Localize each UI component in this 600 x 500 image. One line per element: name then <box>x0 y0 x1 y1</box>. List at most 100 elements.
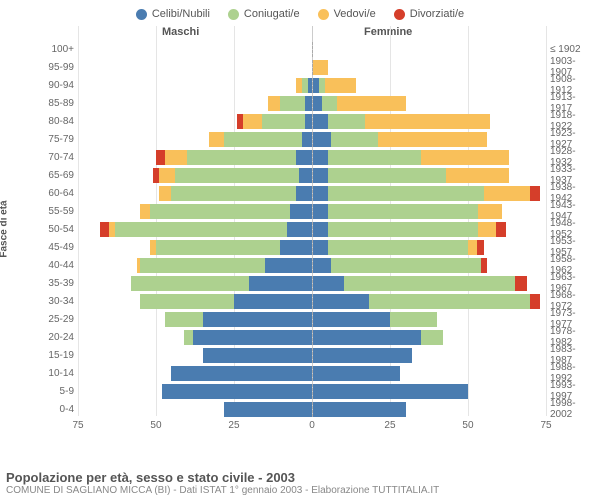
age-row: 25-291973-1977 <box>32 310 592 328</box>
seg-v <box>268 96 280 111</box>
seg-co <box>369 294 531 309</box>
seg-co <box>224 132 302 147</box>
age-label: 90-94 <box>32 80 78 91</box>
age-label: 50-54 <box>32 224 78 235</box>
age-row: 65-691933-1937 <box>32 166 592 184</box>
seg-c <box>313 384 469 399</box>
age-row: 60-641938-1942 <box>32 184 592 202</box>
seg-d <box>496 222 505 237</box>
bar-male <box>78 114 313 129</box>
bar-female <box>313 132 547 147</box>
seg-co <box>328 168 446 183</box>
bar-male <box>78 60 313 75</box>
seg-c <box>290 204 312 219</box>
age-row: 50-541948-1952 <box>32 220 592 238</box>
seg-co <box>165 312 202 327</box>
seg-v <box>484 186 531 201</box>
seg-co <box>328 222 477 237</box>
age-row: 5-91993-1997 <box>32 382 592 400</box>
seg-c <box>313 132 332 147</box>
age-label: 5-9 <box>32 386 78 397</box>
seg-c <box>296 150 312 165</box>
bar-female <box>313 60 547 75</box>
seg-co <box>187 150 296 165</box>
seg-v <box>313 60 329 75</box>
seg-d <box>477 240 483 255</box>
age-row: 75-791923-1927 <box>32 130 592 148</box>
seg-c <box>313 402 406 417</box>
bar-female <box>313 96 547 111</box>
seg-c <box>249 276 311 291</box>
age-row: 20-241978-1982 <box>32 328 592 346</box>
age-label: 75-79 <box>32 134 78 145</box>
seg-v <box>468 240 477 255</box>
seg-co <box>115 222 286 237</box>
seg-c <box>313 366 400 381</box>
seg-v <box>337 96 405 111</box>
bar-male <box>78 222 313 237</box>
age-row: 40-441958-1962 <box>32 256 592 274</box>
bar-male <box>78 384 313 399</box>
bar-male <box>78 366 313 381</box>
bar-female <box>313 294 547 309</box>
x-tick: 50 <box>150 420 161 431</box>
legend-item: Divorziati/e <box>394 8 464 20</box>
seg-co <box>328 114 365 129</box>
age-label: 65-69 <box>32 170 78 181</box>
seg-c <box>313 114 329 129</box>
bar-female <box>313 186 547 201</box>
seg-co <box>328 186 484 201</box>
seg-co <box>322 96 338 111</box>
legend-swatch <box>394 9 405 20</box>
seg-c <box>308 78 311 93</box>
seg-co <box>156 240 281 255</box>
bar-female <box>313 240 547 255</box>
seg-co <box>331 132 378 147</box>
seg-c <box>280 240 311 255</box>
age-row: 35-391963-1967 <box>32 274 592 292</box>
seg-c <box>313 330 422 345</box>
seg-v <box>243 114 262 129</box>
legend-label: Divorziati/e <box>410 8 464 20</box>
bar-male <box>78 276 313 291</box>
x-tick: 25 <box>384 420 395 431</box>
age-label: 95-99 <box>32 62 78 73</box>
bar-female <box>313 366 547 381</box>
section-female: Femmine <box>364 26 412 38</box>
seg-c <box>296 186 312 201</box>
seg-d <box>156 150 165 165</box>
bar-female <box>313 276 547 291</box>
seg-co <box>421 330 443 345</box>
age-row: 0-4 1998-2002 <box>32 400 592 418</box>
bar-male <box>78 186 313 201</box>
seg-c <box>313 150 329 165</box>
seg-v <box>478 222 497 237</box>
legend-item: Celibi/Nubili <box>136 8 210 20</box>
seg-c <box>313 186 329 201</box>
seg-c <box>224 402 311 417</box>
bar-male <box>78 240 313 255</box>
age-label: 30-34 <box>32 296 78 307</box>
seg-c <box>313 240 329 255</box>
bar-female <box>313 168 547 183</box>
age-label: 80-84 <box>32 116 78 127</box>
seg-v <box>365 114 490 129</box>
legend-label: Coniugati/e <box>244 8 300 20</box>
age-label: 85-89 <box>32 98 78 109</box>
chart-rows: 100+≤ 190295-991903-190790-941908-191285… <box>32 40 592 418</box>
footer: Popolazione per età, sesso e stato civil… <box>6 470 594 496</box>
seg-d <box>100 222 109 237</box>
age-label: 0-4 <box>32 404 78 415</box>
bar-male <box>78 402 313 417</box>
birth-label: 1998-2002 <box>546 398 592 420</box>
seg-co <box>331 258 480 273</box>
age-label: 10-14 <box>32 368 78 379</box>
seg-c <box>313 294 369 309</box>
seg-co <box>328 240 468 255</box>
y-axis-left-title: Fasce di età <box>0 200 10 257</box>
bar-male <box>78 258 313 273</box>
age-label: 45-49 <box>32 242 78 253</box>
seg-v <box>159 186 171 201</box>
age-row: 80-841918-1922 <box>32 112 592 130</box>
bar-female <box>313 222 547 237</box>
